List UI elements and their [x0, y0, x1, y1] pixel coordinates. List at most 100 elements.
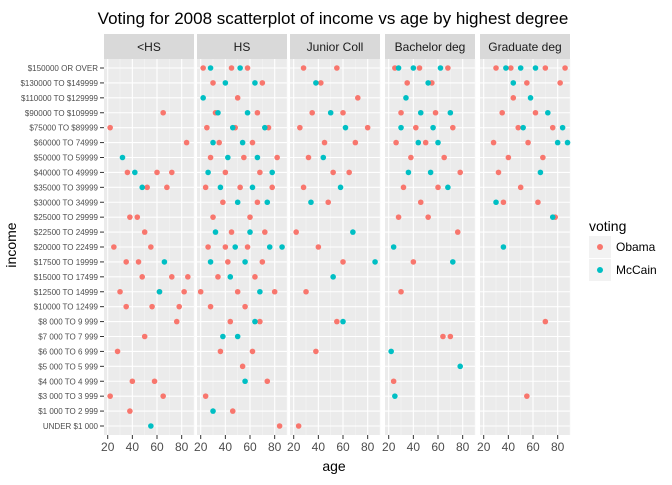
- legend-items: Obama McCain: [589, 236, 657, 281]
- data-point: [549, 124, 556, 131]
- data-point: [252, 80, 258, 86]
- data-point: [202, 393, 209, 399]
- data-point: [337, 184, 344, 191]
- data-point: [259, 80, 266, 86]
- data-point: [450, 259, 456, 265]
- data-point: [169, 274, 175, 280]
- y-tick-label: $75000 TO $89999: [29, 124, 98, 133]
- data-point: [239, 363, 246, 370]
- data-point: [440, 333, 446, 340]
- data-point: [327, 109, 334, 116]
- data-point: [340, 259, 346, 265]
- facet-panel: Graduate deg: [480, 34, 571, 435]
- data-point: [204, 124, 210, 131]
- data-point: [405, 169, 412, 176]
- data-point: [111, 244, 117, 250]
- facet-panels: <HS HS Junior Coll Bachelor deg Graduate deg: [104, 34, 571, 435]
- x-tick-label: 40: [219, 440, 233, 454]
- data-point: [222, 244, 229, 250]
- data-point: [416, 65, 423, 71]
- data-point: [220, 333, 226, 340]
- data-point: [398, 288, 404, 295]
- data-point: [234, 95, 241, 101]
- data-point: [244, 65, 251, 71]
- data-point: [372, 259, 378, 265]
- data-point: [457, 363, 464, 370]
- data-point: [305, 154, 312, 161]
- data-point: [417, 199, 424, 206]
- data-point: [303, 288, 309, 295]
- data-point: [437, 65, 444, 71]
- data-point: [242, 378, 248, 385]
- data-point: [222, 80, 229, 86]
- data-point: [352, 139, 359, 146]
- data-point: [413, 124, 419, 131]
- data-point: [119, 154, 126, 161]
- x-tick-label: 80: [268, 440, 282, 454]
- facet-strip: [290, 34, 380, 59]
- data-point: [271, 288, 278, 295]
- data-point: [342, 124, 349, 131]
- data-point: [215, 274, 221, 280]
- data-point: [227, 274, 234, 280]
- data-point: [364, 124, 371, 131]
- x-tick-label: 60: [150, 440, 164, 454]
- data-point: [229, 408, 236, 414]
- data-point: [220, 199, 226, 206]
- data-point: [160, 393, 166, 399]
- data-point: [254, 199, 261, 206]
- data-point: [139, 274, 146, 280]
- y-tick-label: $5 000 TO 5 999: [38, 362, 98, 371]
- data-point: [346, 169, 352, 176]
- data-point: [330, 169, 336, 176]
- data-point: [490, 139, 497, 146]
- data-point: [234, 288, 241, 295]
- data-point: [279, 244, 285, 250]
- data-point: [297, 124, 303, 131]
- data-point: [276, 423, 283, 429]
- data-point: [207, 65, 214, 71]
- legend-label: Obama: [616, 240, 656, 254]
- data-point: [154, 169, 160, 176]
- data-point: [249, 348, 256, 355]
- y-tick-label: $7 000 TO 7 999: [38, 333, 98, 342]
- data-point: [388, 348, 394, 355]
- data-point: [499, 109, 505, 116]
- x-tick-label: 20: [477, 440, 491, 454]
- data-point: [515, 124, 522, 131]
- x-axis-title: age: [322, 458, 346, 474]
- data-point: [262, 229, 268, 235]
- x-tick-label: 20: [382, 440, 396, 454]
- data-point: [114, 348, 121, 355]
- data-point: [309, 109, 315, 116]
- data-point: [257, 288, 263, 295]
- data-point: [355, 95, 361, 101]
- data-point: [334, 318, 340, 325]
- data-point: [241, 154, 247, 161]
- facet-panel: <HS: [104, 34, 195, 435]
- y-tick-label: $3 000 TO 3 999: [38, 392, 98, 401]
- facet-strip: [385, 34, 475, 59]
- data-point: [210, 214, 216, 220]
- data-point: [493, 199, 499, 206]
- data-point: [425, 80, 431, 86]
- data-point: [450, 124, 456, 131]
- data-point: [540, 154, 546, 161]
- data-point: [151, 378, 158, 385]
- data-point: [510, 95, 517, 101]
- data-point: [173, 318, 180, 325]
- data-point: [535, 199, 541, 206]
- legend-label: McCain: [616, 263, 657, 277]
- data-point: [410, 65, 417, 71]
- data-point: [321, 139, 328, 146]
- x-tick-label: 40: [502, 440, 516, 454]
- data-point: [395, 65, 402, 71]
- data-point: [247, 229, 253, 235]
- data-point: [244, 109, 251, 116]
- y-tick-label: $90000 TO $109999: [25, 109, 99, 118]
- data-point: [505, 154, 512, 161]
- y-tick-label: $130000 TO $149999: [20, 79, 98, 88]
- data-point: [202, 184, 209, 191]
- data-point: [139, 184, 146, 191]
